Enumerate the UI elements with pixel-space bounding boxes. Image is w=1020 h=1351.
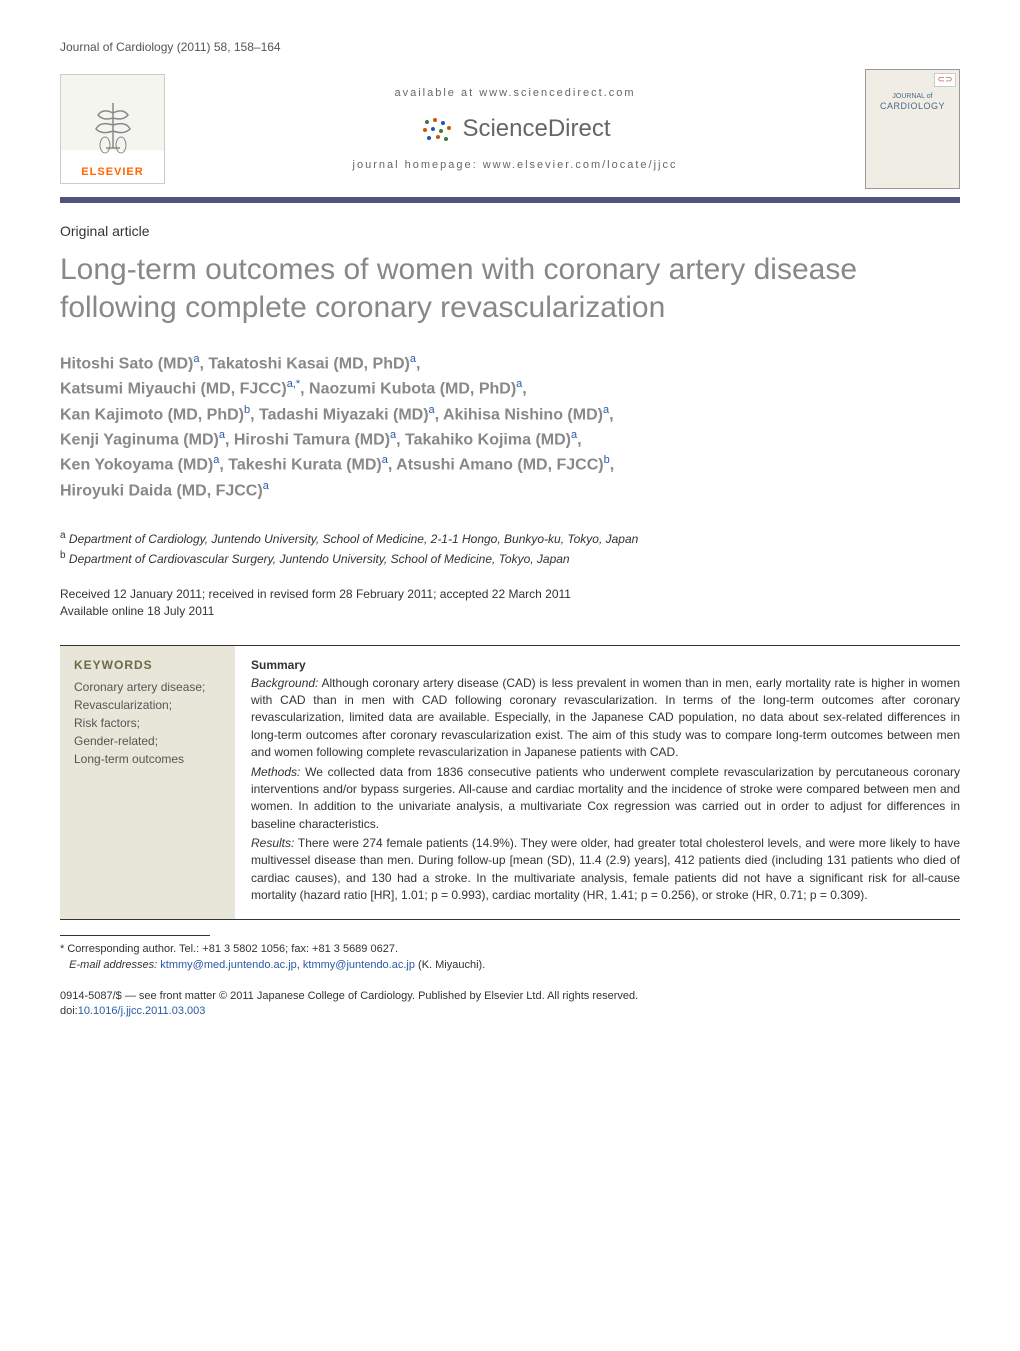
email-link-1[interactable]: ktmmy@med.juntendo.ac.jp	[160, 959, 297, 971]
sciencedirect-logo[interactable]: ScienceDirect	[185, 114, 845, 144]
corresponding-author-note: * Corresponding author. Tel.: +81 3 5802…	[60, 941, 960, 958]
summary-body: Background: Although coronary artery dis…	[251, 675, 960, 905]
journal-homepage-text: journal homepage: www.elsevier.com/locat…	[185, 159, 845, 171]
email-author-name: (K. Miyauchi).	[418, 959, 485, 971]
background-text: Although coronary artery disease (CAD) i…	[251, 676, 960, 760]
cover-badge-icon: ⊂⊃	[934, 73, 956, 87]
summary-column: Summary Background: Although coronary ar…	[235, 646, 960, 919]
methods-text: We collected data from 1836 consecutive …	[251, 765, 960, 831]
affiliation-b: Department of Cardiovascular Surgery, Ju…	[69, 552, 570, 566]
publisher-banner: ELSEVIER available at www.sciencedirect.…	[60, 69, 960, 203]
footnotes: * Corresponding author. Tel.: +81 3 5802…	[60, 941, 960, 974]
cover-title: JOURNAL of CARDIOLOGY	[880, 93, 945, 112]
affiliations: a Department of Cardiology, Juntendo Uni…	[60, 528, 960, 568]
journal-citation: Journal of Cardiology (2011) 58, 158–164	[60, 40, 960, 54]
footer-info: 0914-5087/$ — see front matter © 2011 Ja…	[60, 989, 960, 1020]
issn-copyright: 0914-5087/$ — see front matter © 2011 Ja…	[60, 989, 960, 1004]
article-title: Long-term outcomes of women with coronar…	[60, 251, 960, 326]
methods-label: Methods:	[251, 765, 300, 779]
keywords-column: KEYWORDS Coronary artery disease;Revascu…	[60, 646, 235, 919]
elsevier-logo[interactable]: ELSEVIER	[60, 74, 165, 184]
sciencedirect-text: ScienceDirect	[462, 115, 610, 143]
doi-label: doi:	[60, 1005, 78, 1017]
journal-cover-thumbnail[interactable]: ⊂⊃ JOURNAL of CARDIOLOGY	[865, 69, 960, 189]
sciencedirect-icon	[419, 114, 454, 144]
background-label: Background:	[251, 676, 318, 690]
center-banner: available at www.sciencedirect.com Scien…	[165, 87, 865, 171]
online-date: Available online 18 July 2011	[60, 603, 960, 620]
email-label: E-mail addresses:	[69, 959, 157, 971]
footnote-separator	[60, 935, 210, 936]
results-text: There were 274 female patients (14.9%). …	[251, 836, 960, 902]
abstract-box: KEYWORDS Coronary artery disease;Revascu…	[60, 645, 960, 920]
results-label: Results:	[251, 836, 294, 850]
keywords-list: Coronary artery disease;Revascularizatio…	[74, 678, 221, 768]
summary-heading: Summary	[251, 658, 960, 672]
elsevier-label: ELSEVIER	[81, 166, 143, 178]
doi-link[interactable]: 10.1016/j.jjcc.2011.03.003	[78, 1005, 206, 1017]
email-link-2[interactable]: ktmmy@juntendo.ac.jp	[303, 959, 415, 971]
elsevier-tree-icon	[78, 93, 148, 163]
available-at-text: available at www.sciencedirect.com	[185, 87, 845, 99]
affiliation-a: Department of Cardiology, Juntendo Unive…	[69, 532, 638, 546]
received-date: Received 12 January 2011; received in re…	[60, 586, 960, 603]
article-dates: Received 12 January 2011; received in re…	[60, 586, 960, 620]
authors-list: Hitoshi Sato (MD)a, Takatoshi Kasai (MD,…	[60, 351, 960, 503]
keywords-heading: KEYWORDS	[74, 658, 221, 672]
article-type: Original article	[60, 223, 960, 239]
